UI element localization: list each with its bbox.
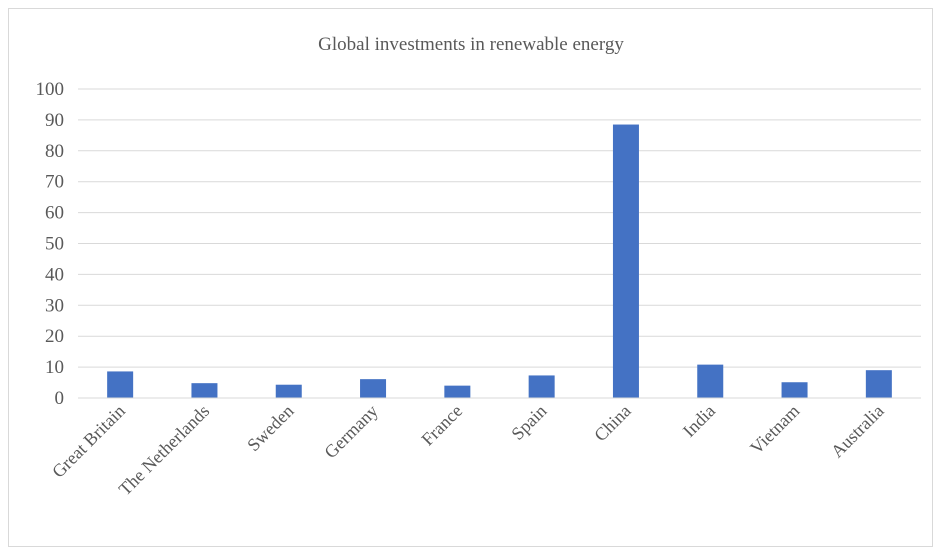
x-tick-label: China: [590, 401, 635, 446]
bar-china: [612, 124, 639, 398]
chart-title: Global investments in renewable energy: [318, 34, 624, 55]
bar-vietnam: [781, 382, 808, 398]
bar-india: [697, 364, 724, 398]
x-tick-label: Spain: [507, 401, 550, 444]
x-tick-label: Germany: [320, 401, 382, 463]
y-axis-ticks: 0 10 20 30 40 50 60 70 80 90 100: [36, 79, 65, 409]
chart-frame: [8, 8, 933, 547]
y-tick-label: 10: [45, 357, 64, 378]
y-tick-label: 90: [45, 110, 64, 131]
bar-australia: [865, 370, 892, 398]
bar-germany: [360, 379, 387, 398]
y-tick-label: 60: [45, 203, 64, 224]
x-tick-label: Australia: [827, 401, 888, 462]
x-tick-label: The Netherlands: [115, 401, 214, 500]
x-tick-label: Great Britain: [48, 401, 129, 482]
x-tick-label: Vietnam: [746, 401, 803, 458]
x-tick-label: India: [679, 401, 719, 441]
y-tick-label: 50: [45, 234, 64, 255]
y-tick-label: 40: [45, 264, 64, 285]
bar-the-netherlands: [191, 383, 218, 398]
y-tick-label: 100: [36, 79, 65, 100]
y-tick-label: 0: [55, 388, 65, 409]
bar-great-britain: [107, 371, 134, 398]
y-tick-label: 20: [45, 326, 64, 347]
y-tick-label: 30: [45, 295, 64, 316]
bars: [107, 124, 892, 398]
x-tick-label: Sweden: [243, 401, 297, 455]
bar-france: [444, 385, 471, 398]
gridlines: [78, 88, 921, 399]
bar-spain: [528, 375, 555, 398]
bar-sweden: [275, 384, 302, 398]
x-tick-label: France: [417, 401, 466, 450]
y-tick-label: 70: [45, 172, 64, 193]
y-tick-label: 80: [45, 141, 64, 162]
